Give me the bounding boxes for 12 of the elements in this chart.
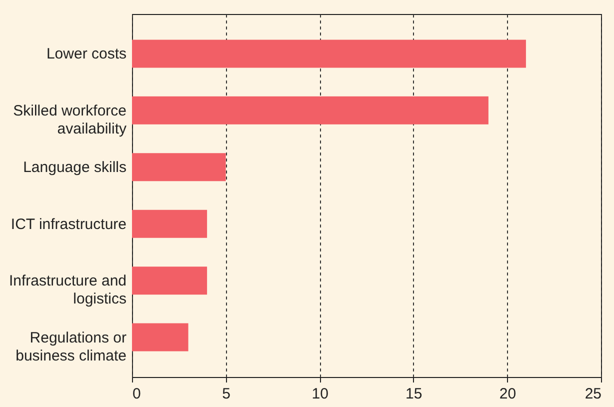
y-tick-label: Skilled workforce availability [13, 102, 127, 138]
x-tick-label: 5 [222, 386, 230, 402]
y-tick-label: ICT infrastructure [10, 216, 126, 233]
x-tick-label: 0 [132, 386, 141, 402]
y-tick-label: Regulations or business climate [16, 329, 126, 364]
y-tick-label: Language skills [23, 159, 126, 176]
x-tick-label: 20 [499, 386, 516, 402]
y-tick-label: Lower costs [46, 46, 126, 63]
x-tick-label: 15 [406, 386, 422, 402]
y-tick-label: Infrastructure and logistics [8, 272, 126, 308]
x-tick-label: 10 [312, 386, 328, 402]
x-tick-label: 25 [584, 386, 602, 402]
